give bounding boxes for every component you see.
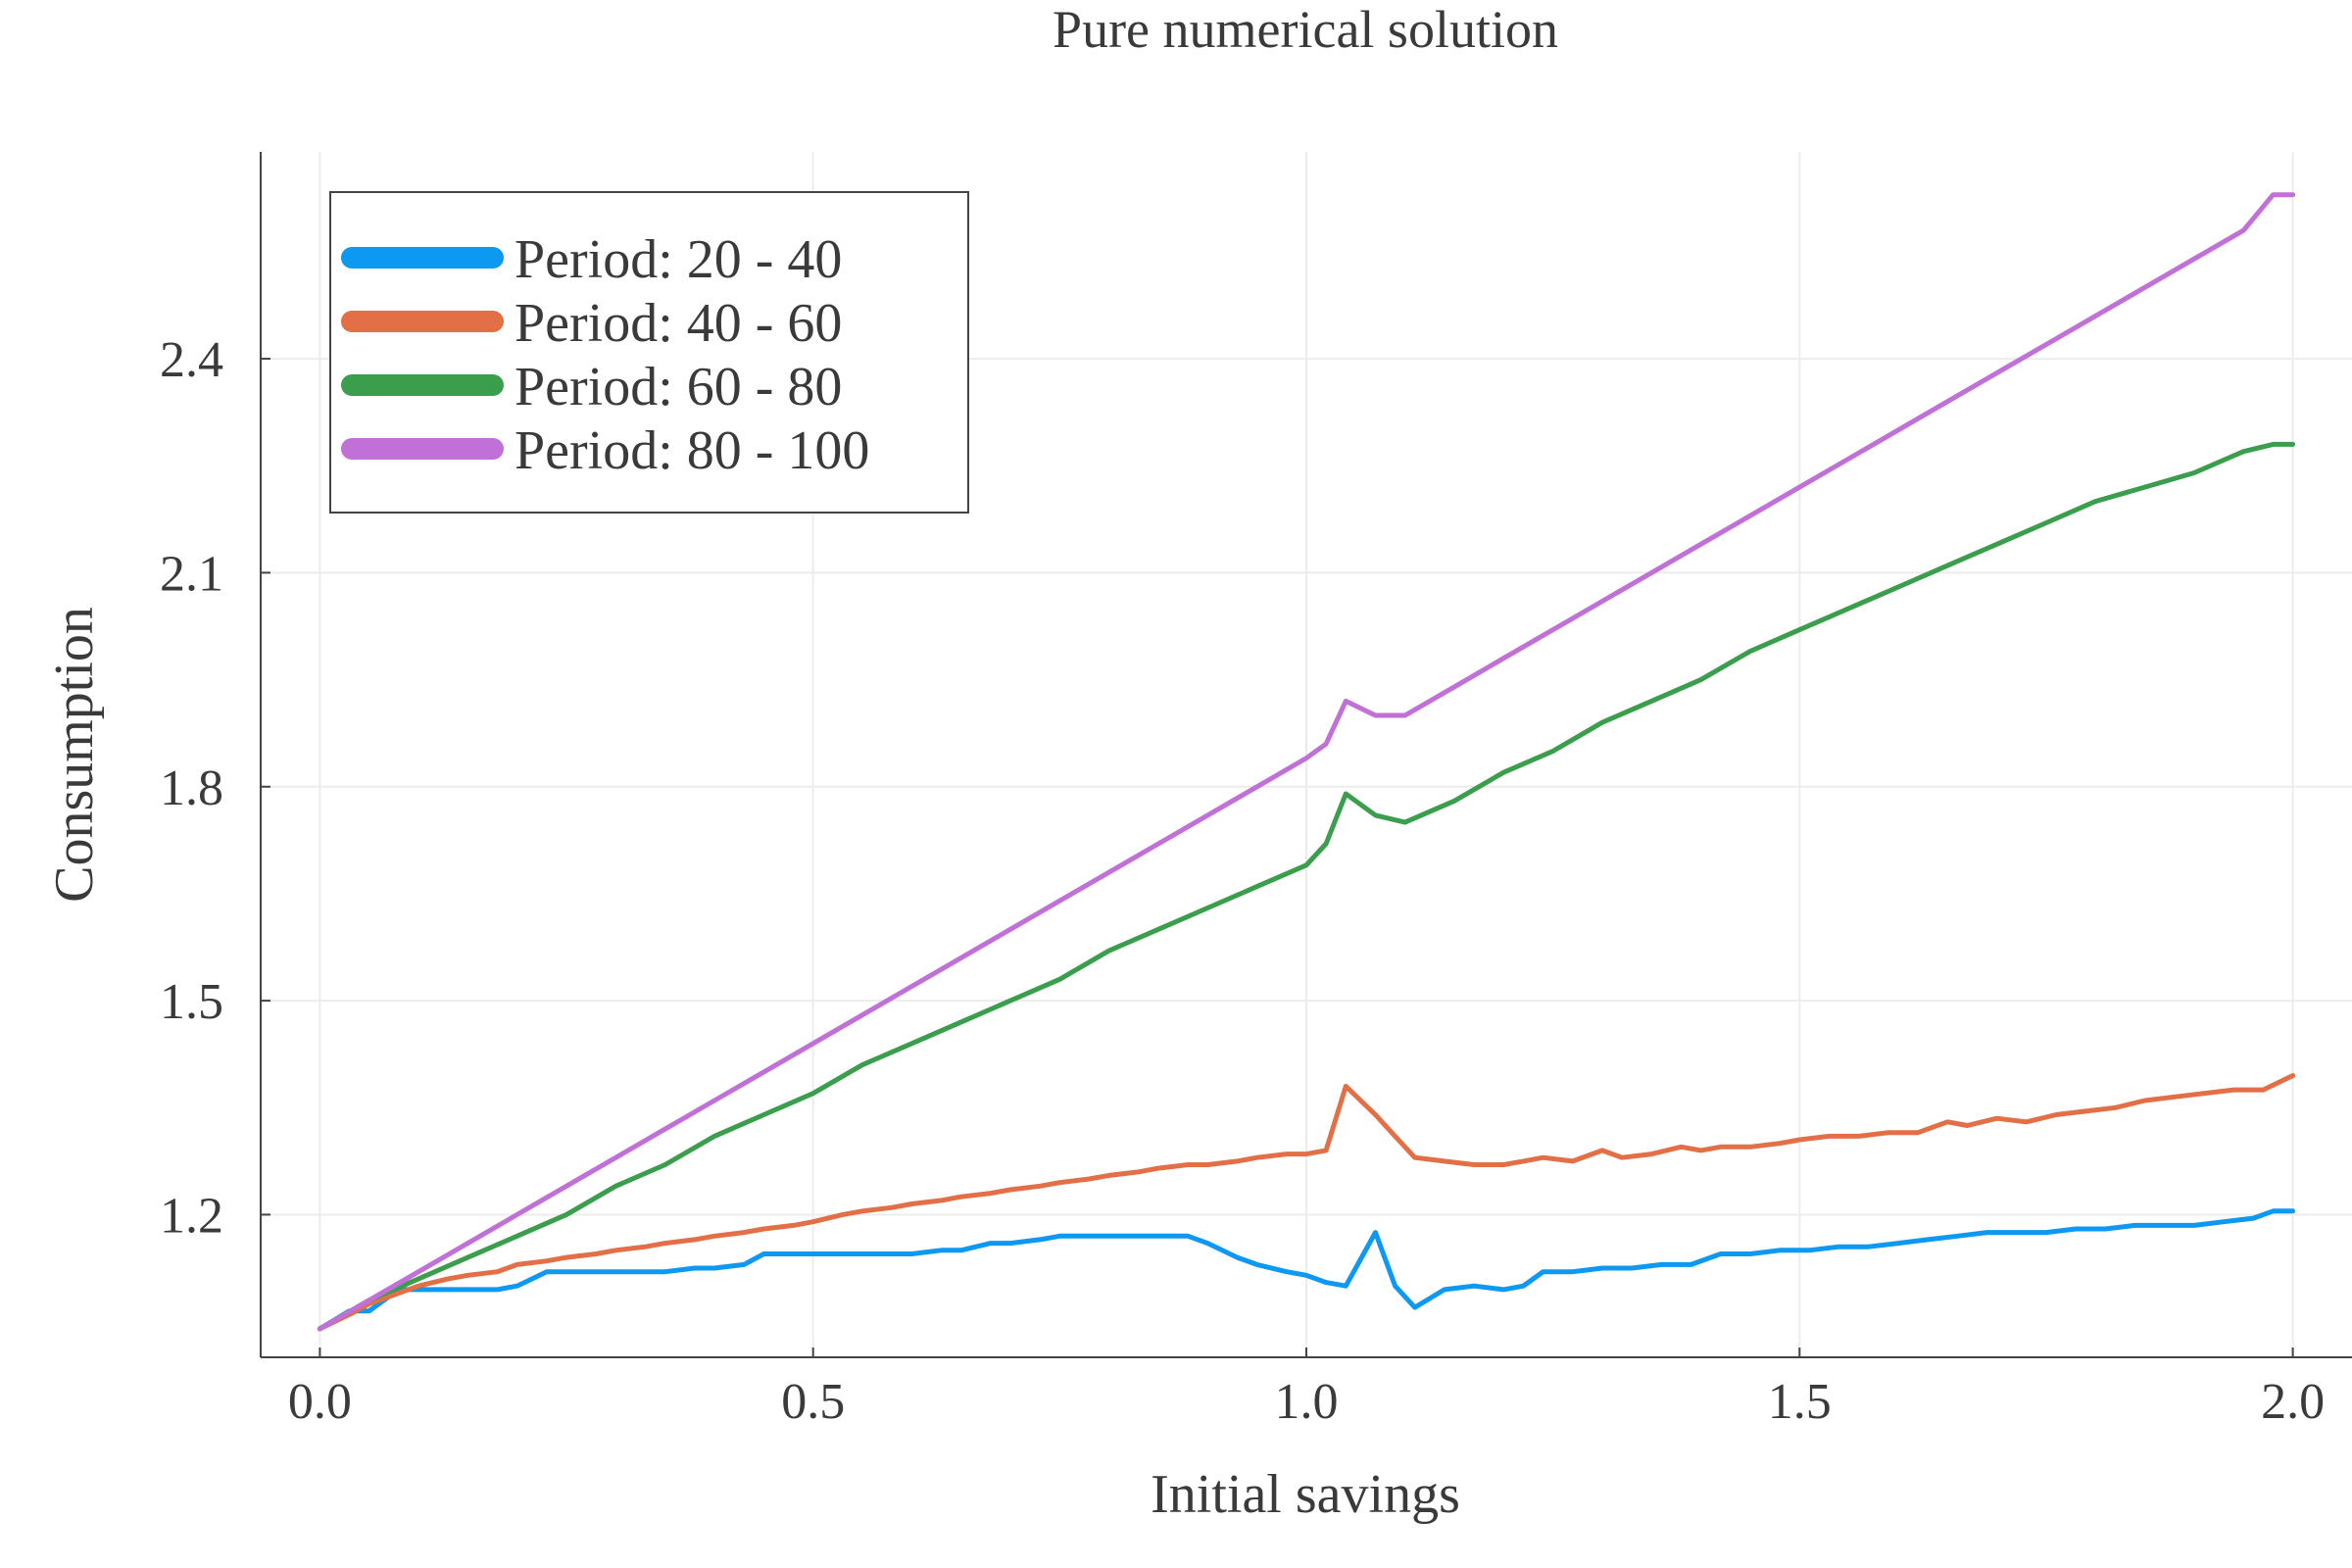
series-line-3 (317, 441, 2296, 1332)
y-tick-label: 2.1 (160, 546, 223, 602)
y-tick-label: 2.4 (160, 332, 223, 388)
y-tick-label: 1.2 (160, 1188, 223, 1244)
y-tick-label: 1.5 (160, 974, 223, 1030)
x-tick-label: 1.0 (1275, 1374, 1339, 1430)
legend-label: Period: 80 - 100 (514, 420, 869, 481)
legend-label: Period: 60 - 80 (514, 357, 842, 417)
series-line-4 (317, 192, 2296, 1332)
legend-label: Period: 40 - 60 (514, 293, 842, 354)
series-line-1 (317, 1208, 2296, 1332)
series-line-2 (317, 1073, 2296, 1332)
x-axis-label: Initial savings (1151, 1464, 1460, 1525)
x-tick-label: 0.0 (288, 1374, 352, 1430)
x-tick-label: 2.0 (2261, 1374, 2325, 1430)
y-axis-label: Consumption (44, 607, 105, 903)
ticks: 0.0 0.5 1.0 1.5 2.0 1.2 1.5 1.8 2.1 2.4 (160, 332, 2325, 1430)
y-tick-label: 1.8 (160, 760, 223, 816)
x-tick-label: 1.5 (1768, 1374, 1832, 1430)
legend-label: Period: 20 - 40 (514, 229, 842, 290)
x-tick-label: 0.5 (781, 1374, 845, 1430)
series-lines (317, 192, 2296, 1332)
chart-title: Pure numerical solution (1053, 0, 1558, 59)
